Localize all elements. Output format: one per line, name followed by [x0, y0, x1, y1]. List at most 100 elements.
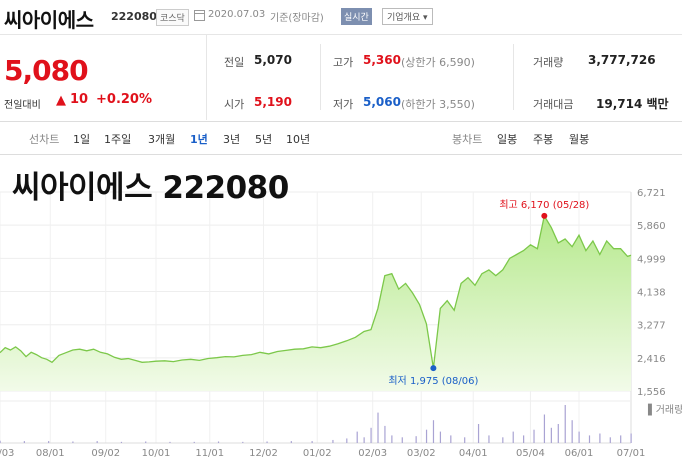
min-annotation: 최저 1,975 (08/06) [388, 375, 478, 387]
volume-bar [145, 441, 147, 443]
volume-bar [169, 441, 171, 443]
volume-bar [120, 441, 123, 443]
volume-bar [630, 433, 632, 443]
tab-1d[interactable]: 1일 [73, 133, 91, 146]
stock-code: 222080 [111, 10, 157, 23]
tab-10y[interactable]: 10년 [286, 133, 311, 146]
y-tick-label: 4,138 [637, 288, 666, 299]
line-chart-label: 선차트 [29, 133, 60, 146]
volume-bar [620, 435, 622, 443]
open-label: 시가 [224, 98, 245, 111]
volume-bar [266, 441, 268, 443]
prev-close-value: 5,070 [254, 53, 292, 67]
min-point-marker [430, 365, 437, 372]
x-tick-label: 06/01 [565, 448, 594, 459]
volume-bar [502, 437, 504, 443]
x-tick-label: 01/02 [303, 448, 332, 459]
volume-bar [290, 441, 292, 443]
volume-value: 3,777,726 [588, 53, 656, 67]
volume-bar [488, 435, 490, 443]
volume-bar [23, 441, 25, 443]
volume-bar [599, 433, 601, 443]
x-tick-label: 02/03 [358, 448, 387, 459]
x-tick-label: 08/01 [36, 448, 65, 459]
upper-limit: (상한가 6,590) [401, 56, 475, 69]
max-point-marker [541, 212, 548, 219]
x-tick-label: 11/01 [195, 448, 224, 459]
volume-bar [609, 437, 611, 443]
tab-1w[interactable]: 1주일 [104, 133, 132, 146]
quote-date: 2020.07.03 [208, 9, 266, 20]
x-tick-label: 12/02 [249, 448, 278, 459]
tab-5y[interactable]: 5년 [255, 133, 273, 146]
volume-bar [588, 435, 591, 443]
volume-legend: ▌거래량 [647, 403, 682, 416]
high-value: 5,360 [363, 53, 401, 67]
volume-bar [415, 436, 417, 443]
volume-bar [377, 412, 379, 443]
tab-3y[interactable]: 3년 [223, 133, 241, 146]
x-tick-label: 10/01 [142, 448, 171, 459]
high-label: 고가 [333, 56, 354, 69]
max-annotation: 최고 6,170 (05/28) [499, 199, 589, 211]
tab-monthly[interactable]: 월봉 [569, 133, 590, 146]
company-overview-dropdown[interactable]: 기업개요 ▾ [382, 8, 433, 25]
price-box: 5,080 전일대비 ▲ 10 +0.20% [0, 34, 207, 120]
x-tick-label: 07/01 [617, 448, 646, 459]
volume-bar [96, 441, 98, 443]
tab-3m[interactable]: 3개월 [148, 133, 176, 146]
tab-1y[interactable]: 1년 [190, 133, 208, 146]
open-value: 5,190 [254, 95, 292, 109]
x-tick-label: 05/04 [516, 448, 545, 459]
volume-bar [217, 441, 220, 443]
candle-chart-label: 봉차트 [452, 133, 483, 146]
x-tick-label: 07/03 [0, 448, 14, 459]
low-label: 저가 [333, 98, 354, 111]
tab-daily[interactable]: 일봉 [497, 133, 518, 146]
low-value: 5,060 [363, 95, 401, 109]
volume-bar [193, 441, 195, 443]
y-tick-label: 2,416 [637, 354, 666, 365]
volume-bar [72, 441, 74, 443]
volume-bar [550, 427, 552, 443]
period-tabs: 선차트 1일 1주일 3개월 1년 3년 5년 10년 봉차트 일봉 주봉 월봉 [0, 121, 682, 155]
y-tick-label: 3,277 [637, 321, 666, 332]
calendar-icon [194, 10, 205, 21]
price-line [0, 214, 632, 369]
quote-basis: 기준(장마감) [270, 13, 324, 24]
x-tick-label: 03/02 [407, 448, 436, 459]
up-arrow-icon: ▲ [56, 93, 66, 108]
volume-bar [464, 437, 466, 443]
realtime-button[interactable]: 실시간 [341, 8, 372, 25]
volume-bar [346, 438, 348, 443]
x-tick-label: 09/02 [91, 448, 120, 459]
trading-amount-label: 거래대금 [533, 98, 574, 111]
change-percent: +0.20% [96, 92, 152, 107]
volume-bar [242, 441, 244, 443]
volume-bar [311, 441, 313, 443]
volume-label: 거래량 [533, 56, 564, 69]
volume-bar [564, 405, 566, 443]
volume-bar [384, 425, 386, 443]
volume-bar [432, 420, 435, 443]
volume-bar [401, 437, 403, 443]
tab-weekly[interactable]: 주봉 [533, 133, 554, 146]
volume-bar [370, 427, 372, 443]
volume-bar [363, 437, 365, 443]
y-tick-label: 5,860 [637, 221, 666, 232]
prev-close-label: 전일 [224, 56, 245, 69]
market-badge: 코스닥 [156, 9, 189, 26]
stock-header: 씨아이에스 222080 코스닥 2020.07.03 기준(장마감) 실시간 … [0, 0, 682, 35]
price-area-fill [0, 215, 631, 391]
volume-bar [477, 424, 480, 443]
volume-bar [356, 431, 358, 443]
x-tick-label: 04/01 [459, 448, 488, 459]
volume-bar [571, 420, 573, 443]
stats-panel: 전일 5,070 고가 5,360 (상한가 6,590) 거래량 3,777,… [207, 34, 682, 120]
volume-bar [332, 439, 334, 443]
price-chart: 6,721 5,860 4,999 4,138 3,277 2,416 1,556 07/03… [0, 188, 682, 459]
y-tick-label: 1,556 [637, 387, 666, 398]
lower-limit: (하한가 3,550) [401, 98, 475, 111]
volume-bar [0, 440, 1, 443]
volume-bar [512, 431, 514, 443]
